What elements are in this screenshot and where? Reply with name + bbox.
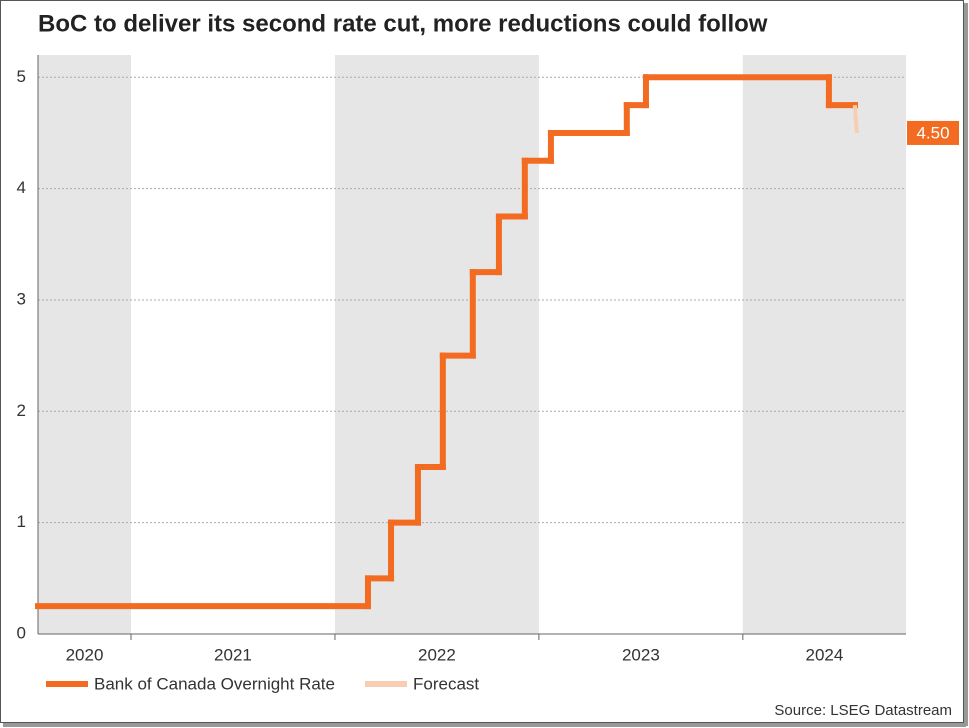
year-band xyxy=(742,55,906,634)
year-band xyxy=(334,55,539,634)
y-tick-label: 5 xyxy=(17,67,26,86)
x-tick-label: 2023 xyxy=(622,645,660,664)
x-tick-label: 2022 xyxy=(418,645,456,664)
year-band xyxy=(38,55,131,634)
y-tick-label: 1 xyxy=(17,512,26,531)
y-tick-label: 2 xyxy=(17,401,26,420)
value-label-box xyxy=(907,120,959,145)
value-label: 4.50 xyxy=(916,123,949,142)
legend-label: Bank of Canada Overnight Rate xyxy=(94,674,335,693)
x-tick-label: 2020 xyxy=(66,645,104,664)
chart-title: BoC to deliver its second rate cut, more… xyxy=(38,10,768,37)
forecast-line xyxy=(852,104,859,134)
y-tick-label: 3 xyxy=(17,289,26,308)
y-tick-label: 0 xyxy=(17,623,26,642)
legend-label: Forecast xyxy=(413,674,479,693)
x-tick-label: 2024 xyxy=(806,645,844,664)
y-tick-label: 4 xyxy=(17,178,26,197)
x-tick-label: 2021 xyxy=(214,645,252,664)
source: Source: LSEG Datastream xyxy=(774,702,952,719)
